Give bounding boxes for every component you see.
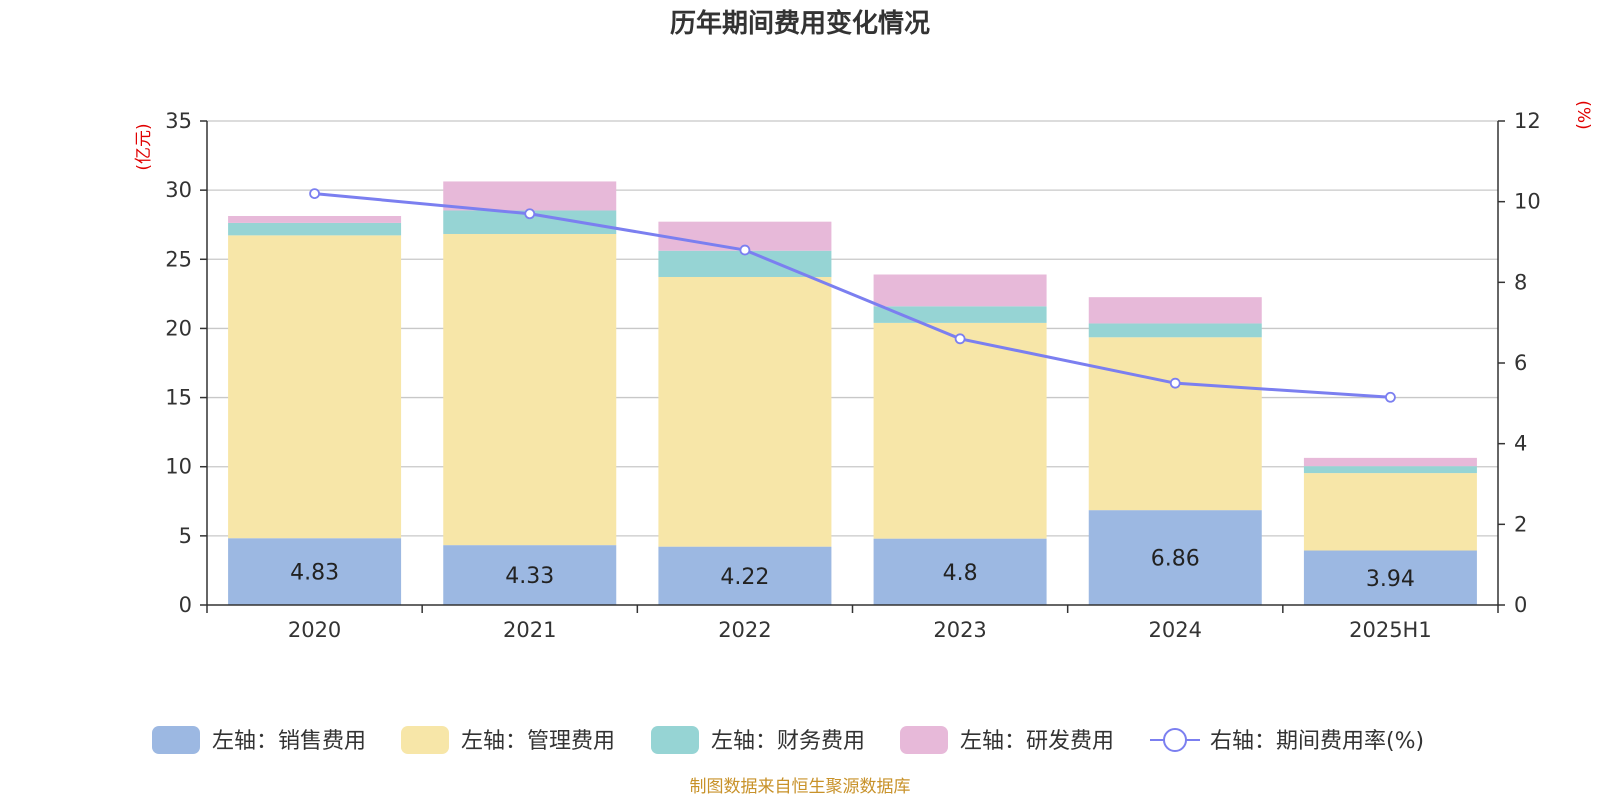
x-axis-tick-label: 2022: [718, 618, 771, 642]
left-axis-tick-label: 0: [179, 593, 192, 617]
left-axis-tick-label: 30: [165, 178, 192, 202]
bar-data-label: 4.33: [505, 564, 554, 589]
rate-point: [954, 333, 966, 345]
x-axis-tick-label: 2020: [288, 618, 341, 642]
rate-point: [1169, 377, 1181, 389]
left-axis-tick-label: 20: [165, 316, 192, 340]
left-axis-tick-label: 10: [165, 455, 192, 479]
bar-segment: [228, 216, 402, 223]
legend-label: 左轴：销售费用: [212, 729, 366, 754]
legend-label: 左轴：研发费用: [960, 729, 1114, 754]
rate-point: [1385, 391, 1396, 403]
x-axis-tick-label: 2023: [933, 618, 986, 642]
right-axis-tick-label: 0: [1514, 593, 1527, 617]
bar-segment: [1088, 337, 1262, 511]
chart-title: 历年期间费用变化情况: [670, 8, 930, 39]
left-axis-tick-label: 15: [165, 386, 192, 410]
bar-segment: [658, 276, 832, 547]
bar-segment: [873, 274, 1047, 307]
legend-swatch: [651, 726, 699, 754]
bar-segment: [1303, 473, 1477, 551]
bar-data-label: 4.22: [720, 565, 769, 590]
grid-layer: [207, 120, 1498, 537]
right-axis-tick-label: 6: [1514, 351, 1527, 375]
left-axis-unit: (亿元): [134, 123, 154, 170]
source-note: 制图数据来自恒生聚源数据库: [690, 777, 911, 797]
bar-segment: [873, 538, 1047, 605]
right-axis-tick-label: 4: [1514, 432, 1527, 456]
legend-circle-marker: [1163, 728, 1187, 752]
legend-swatch: [900, 726, 948, 754]
bar-segment: [443, 210, 617, 234]
x-axis-tick-label: 2021: [503, 618, 556, 642]
right-axis-tick-label: 10: [1514, 190, 1541, 214]
data-label-layer: 4.83 4.33 4.22 4.8 6.86 3.94: [290, 547, 1415, 592]
x-axis-tick-label: 2024: [1149, 618, 1202, 642]
legend-label: 左轴：财务费用: [711, 729, 865, 754]
right-axis-tick-label: 8: [1514, 270, 1527, 294]
rate-point: [309, 188, 320, 200]
left-axis-tick-label: 5: [179, 524, 192, 548]
bar-data-label: 3.94: [1366, 567, 1415, 592]
bar-segment: [873, 322, 1047, 539]
bar-data-label: 4.8: [943, 561, 978, 586]
left-axis-tick-label: 35: [165, 109, 192, 133]
bar-segment: [1088, 323, 1262, 338]
bar-segment: [228, 538, 402, 605]
right-axis-unit: (%): [1573, 100, 1593, 129]
bar-data-label: 6.86: [1151, 547, 1200, 572]
bar-segment: [873, 306, 1047, 323]
axis-layer: 0 5 10 15 20 25 30 35 0 2 4 6 8 10 12 2020 2021 2022 2023 2…: [165, 109, 1540, 642]
bar-segment: [1303, 457, 1477, 467]
legend-swatch: [401, 726, 449, 754]
legend-swatch: [152, 726, 200, 754]
bar-segment: [1088, 297, 1262, 324]
bar-segment: [1088, 510, 1262, 605]
right-axis-tick-label: 2: [1514, 512, 1527, 536]
bar-layer: [228, 181, 1477, 605]
left-axis-tick-label: 25: [165, 247, 192, 271]
bar-segment: [443, 181, 617, 211]
bar-segment: [228, 222, 402, 236]
legend: 左轴：销售费用 左轴：管理费用 左轴：财务费用 左轴：研发费用 右轴：期间费用率(%): [152, 726, 1424, 754]
x-axis-tick-label: 2025H1: [1349, 618, 1432, 642]
rate-point: [739, 244, 751, 256]
rate-line: [314, 192, 1391, 399]
bar-segment: [658, 546, 832, 605]
bar-segment: [443, 233, 617, 546]
rate-point: [524, 208, 536, 220]
bar-data-label: 4.83: [290, 561, 339, 586]
rate-line-layer: [309, 188, 1396, 403]
bar-segment: [228, 235, 402, 539]
bar-segment: [443, 545, 617, 605]
legend-label: 右轴：期间费用率(%): [1210, 729, 1424, 754]
legend-label: 左轴：管理费用: [461, 729, 615, 754]
right-axis-tick-label: 12: [1514, 109, 1541, 133]
bar-segment: [1303, 550, 1477, 605]
bar-segment: [1303, 466, 1477, 474]
